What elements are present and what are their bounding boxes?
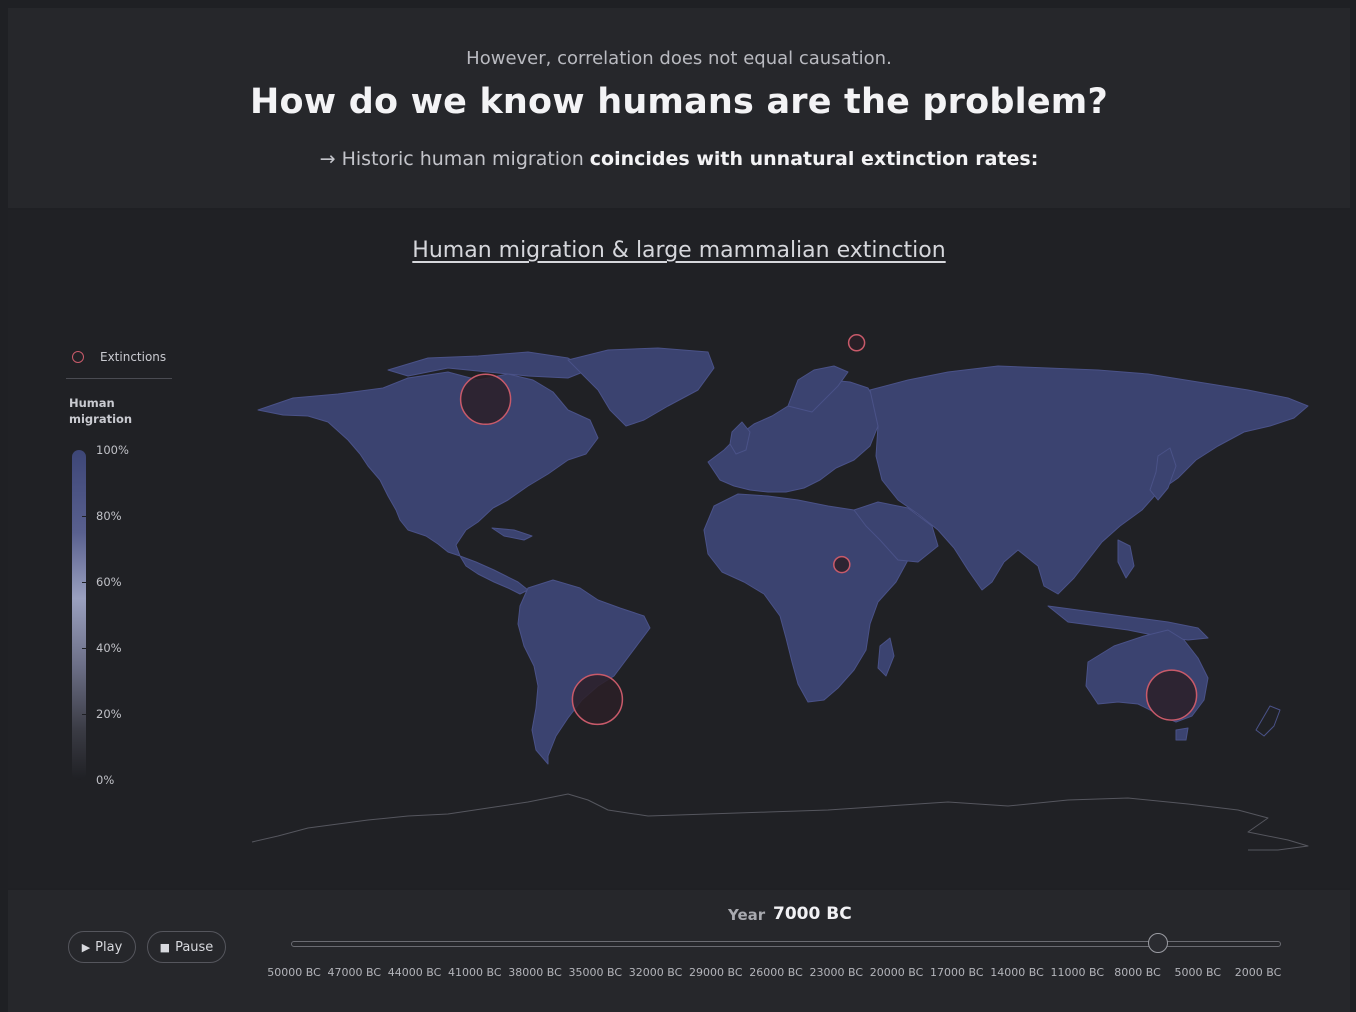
timeline-controls: ▶ Play ■ Pause Year 7000 BC 50000 BC 4700… — [8, 890, 1350, 1012]
stop-icon: ■ — [159, 940, 171, 954]
madagascar-landmass — [877, 637, 895, 677]
extinction-marker-north-america[interactable] — [459, 373, 512, 426]
subline-strong-text: coincides with unnatural extinction rate… — [589, 148, 1039, 170]
scale-tick-label: 100% — [96, 443, 129, 457]
arabia-landmass — [853, 501, 939, 563]
new-zealand-landmass — [1255, 705, 1281, 737]
extinction-ring-icon — [72, 351, 84, 363]
year-axis-label: 29000 BC — [688, 966, 743, 979]
year-axis-label: 11000 BC — [1050, 966, 1105, 979]
year-axis-label: 41000 BC — [447, 966, 502, 979]
japan-landmass — [1149, 447, 1177, 501]
legend-extinctions: Extinctions — [66, 350, 186, 364]
migration-gradient-bar — [72, 450, 86, 780]
play-icon: ▶ — [81, 940, 91, 954]
map-section: Human migration & large mammalian extinc… — [8, 210, 1350, 888]
asia-landmass — [869, 365, 1309, 595]
page-headline: How do we know humans are the problem? — [250, 82, 1108, 122]
tasmania-landmass — [1175, 727, 1189, 741]
year-axis-label: 50000 BC — [267, 966, 321, 979]
legend-migration-label: Human migration — [69, 396, 133, 426]
intro-header: However, correlation does not equal caus… — [8, 8, 1350, 208]
year-axis-label: 47000 BC — [327, 966, 382, 979]
scale-tick-label: 40% — [96, 641, 122, 655]
extinction-markers — [459, 334, 1198, 726]
scale-tick-mark — [82, 714, 86, 715]
year-slider-track[interactable] — [291, 941, 1281, 947]
scale-tick-mark — [82, 516, 86, 517]
kicker-text: However, correlation does not equal caus… — [466, 48, 892, 69]
indonesia-islands — [1047, 605, 1209, 641]
antarctica-outline — [251, 793, 1309, 851]
arrow-icon: → — [319, 148, 336, 170]
subheadline: → Historic human migration coincides wit… — [8, 148, 1350, 170]
year-slider-thumb[interactable] — [1148, 933, 1169, 953]
year-axis-label: 2000 BC — [1234, 966, 1282, 979]
year-axis-label: 35000 BC — [568, 966, 623, 979]
extinction-marker-australia[interactable] — [1145, 669, 1198, 721]
year-axis-label: 14000 BC — [990, 966, 1044, 979]
year-label: Year — [728, 906, 766, 924]
year-axis-label: 44000 BC — [387, 966, 442, 979]
map-legend: Extinctions Human migration 100% 80% 60%… — [66, 350, 186, 787]
scale-tick-label: 60% — [96, 575, 122, 589]
year-axis-label: 8000 BC — [1114, 966, 1161, 979]
caribbean-islands — [491, 527, 533, 541]
greenland-landmass — [567, 347, 715, 427]
scale-tick-mark — [82, 582, 86, 583]
year-axis-label: 5000 BC — [1174, 966, 1222, 979]
land-masses — [251, 347, 1309, 851]
extinction-marker-south-america[interactable] — [571, 673, 624, 726]
year-axis-label: 32000 BC — [628, 966, 683, 979]
africa-landmass — [703, 493, 909, 703]
migration-color-scale: 100% 80% 60% 40% 20% 0% — [72, 443, 172, 787]
central-america-landmass — [459, 555, 529, 595]
scale-tick-label: 0% — [96, 773, 115, 787]
map-title: Human migration & large mammalian extinc… — [412, 238, 946, 263]
year-axis-label: 26000 BC — [749, 966, 803, 979]
play-button[interactable]: ▶ Play — [68, 931, 136, 963]
world-map — [251, 334, 1309, 851]
scale-tick-label: 80% — [96, 509, 122, 523]
year-axis-label: 20000 BC — [869, 966, 924, 979]
scale-tick-mark — [82, 648, 86, 649]
north-america-landmass — [257, 371, 599, 557]
south-america-landmass — [517, 579, 651, 765]
scale-tick-label: 20% — [96, 707, 122, 721]
subline-plain-text: Historic human migration — [341, 148, 584, 170]
britain-landmass — [729, 421, 751, 455]
philippines-islands — [1117, 539, 1135, 579]
extinction-marker-central-africa[interactable] — [833, 555, 851, 574]
year-axis-label: 17000 BC — [929, 966, 984, 979]
arctic-islands — [387, 351, 589, 379]
year-axis-label: 38000 BC — [508, 966, 562, 979]
legend-divider — [66, 378, 172, 379]
pause-button-label: Pause — [175, 939, 214, 955]
scandinavia-landmass — [787, 365, 849, 413]
legend-extinctions-label: Extinctions — [100, 350, 167, 364]
pause-button[interactable]: ■ Pause — [147, 931, 226, 963]
year-axis-label: 23000 BC — [809, 966, 864, 979]
extinction-marker-europe[interactable] — [847, 334, 866, 352]
year-value: 7000 BC — [773, 904, 852, 924]
play-button-label: Play — [95, 939, 123, 955]
